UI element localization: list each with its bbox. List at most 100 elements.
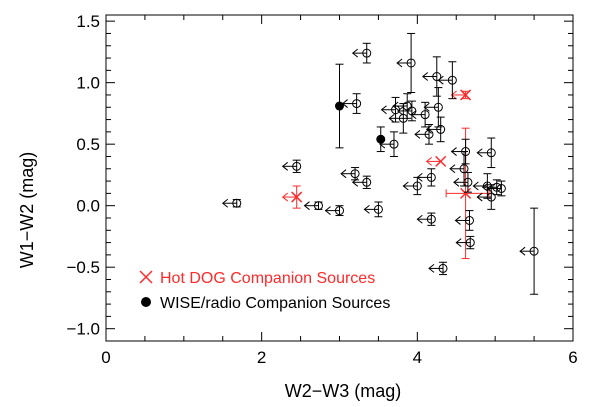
open-circle-marker <box>464 215 474 225</box>
upper-limit-arrowhead <box>425 157 432 166</box>
data-point <box>416 168 436 187</box>
data-point <box>221 198 242 208</box>
upper-limit-arrowhead <box>519 246 526 256</box>
open-circle-marker <box>398 113 408 123</box>
data-point <box>453 171 473 193</box>
x-marker-stroke <box>291 191 303 203</box>
open-circle-marker <box>438 263 448 273</box>
legend-entry-wise-radio: WISE/radio Companion Sources <box>141 295 390 312</box>
upper-limit-arrowhead <box>450 147 457 156</box>
open-circle-marker <box>424 129 434 139</box>
open-circle-marker <box>486 192 496 202</box>
open-circle-marker <box>492 182 502 192</box>
legend-label-wise-radio: WISE/radio Companion Sources <box>160 295 390 312</box>
upper-limit-arrowhead <box>380 105 387 115</box>
x-tick-label: 2 <box>257 348 266 367</box>
upper-limit-arrowhead <box>423 102 430 112</box>
upper-limit-arrowhead <box>481 182 489 192</box>
x-tick-label: 0 <box>101 348 110 367</box>
x-marker-stroke <box>460 187 472 199</box>
data-point <box>486 180 506 197</box>
data-point <box>340 167 360 181</box>
upper-limit-arrowhead <box>454 216 461 225</box>
data-marks <box>221 32 539 295</box>
open-circle-marker <box>463 177 473 187</box>
upper-limit-arrowhead <box>340 169 347 179</box>
data-point <box>455 235 475 250</box>
upper-limit-arrowhead <box>351 48 359 58</box>
upper-limit-arrowhead <box>341 99 348 108</box>
data-point <box>445 127 490 260</box>
upper-limit-arrowhead <box>453 177 460 187</box>
upper-limit-arrowhead <box>397 106 404 116</box>
open-circle-marker <box>406 58 416 68</box>
upper-limit-arrowhead <box>472 181 479 191</box>
y-tick-label: 0.0 <box>76 197 100 216</box>
open-circle-marker <box>389 139 399 149</box>
upper-limit-arrowhead <box>281 192 289 202</box>
upper-limit-arrowhead <box>281 161 289 171</box>
data-point <box>281 159 302 173</box>
upper-limit-arrowhead <box>476 192 483 202</box>
upper-limit-arrowhead <box>388 113 395 123</box>
data-point <box>363 201 383 218</box>
y-axis-label: W1−W2 (mag) <box>17 152 37 269</box>
data-point <box>351 42 372 64</box>
open-circle-marker <box>447 75 457 85</box>
open-circle-marker <box>292 161 302 171</box>
upper-limit-arrowhead <box>486 184 493 193</box>
upper-limit-arrowhead <box>402 181 409 191</box>
data-point <box>519 207 539 295</box>
upper-limit-arrowhead <box>428 264 435 273</box>
data-point <box>379 131 399 157</box>
open-circle-marker <box>426 214 436 224</box>
data-point <box>437 61 457 100</box>
open-circle-marker <box>496 183 506 193</box>
data-point <box>281 185 303 209</box>
legend-label-hot-dog: Hot DOG Companion Sources <box>160 270 375 287</box>
open-circle-marker <box>436 124 446 134</box>
open-circle-marker <box>362 48 372 58</box>
x-axis-label: W2−W3 (mag) <box>285 381 402 401</box>
open-circle-marker <box>465 238 475 248</box>
open-circle-marker <box>313 201 323 211</box>
tick-group: 0 2 4 6 −1.0 −0.5 0.0 0.5 1.0 1.5 <box>66 12 577 367</box>
open-circle-marker <box>426 172 436 182</box>
data-point <box>428 261 448 276</box>
upper-limit-arrowhead <box>363 204 370 214</box>
upper-limit-arrowhead <box>437 75 444 85</box>
open-circle-marker <box>350 169 360 179</box>
y-tick-label: −0.5 <box>66 258 100 277</box>
data-point <box>388 103 408 134</box>
data-point <box>423 87 443 128</box>
filled-circle-marker <box>335 101 344 111</box>
data-point <box>454 210 474 231</box>
data-point <box>476 184 496 210</box>
upper-limit-arrowhead <box>221 198 229 208</box>
open-circle-marker <box>420 110 430 120</box>
open-circle-marker <box>373 204 383 214</box>
open-circle-marker <box>433 102 443 112</box>
data-point <box>351 175 372 189</box>
y-tick-label: −1.0 <box>66 320 100 339</box>
open-circle-marker <box>412 181 422 191</box>
open-circle-marker <box>529 246 539 256</box>
x-tick-label: 4 <box>413 348 422 367</box>
legend-filled-circle-marker <box>141 297 151 307</box>
upper-limit-arrowhead <box>414 129 421 139</box>
upper-limit-arrowhead <box>450 90 457 100</box>
x-marker-stroke <box>460 89 472 101</box>
data-point <box>303 201 323 211</box>
data-point <box>450 89 472 101</box>
y-tick-label: 0.5 <box>76 135 100 154</box>
upper-limit-arrowhead <box>425 125 432 134</box>
open-circle-marker <box>335 206 344 216</box>
open-circle-marker <box>486 148 496 158</box>
upper-limit-arrowhead <box>455 238 462 247</box>
upper-limit-arrowhead <box>421 72 429 81</box>
upper-limit-arrowhead <box>351 177 359 187</box>
open-circle-marker <box>232 198 242 208</box>
legend-entry-hot-dog: Hot DOG Companion Sources <box>139 270 375 287</box>
data-point <box>414 123 434 145</box>
